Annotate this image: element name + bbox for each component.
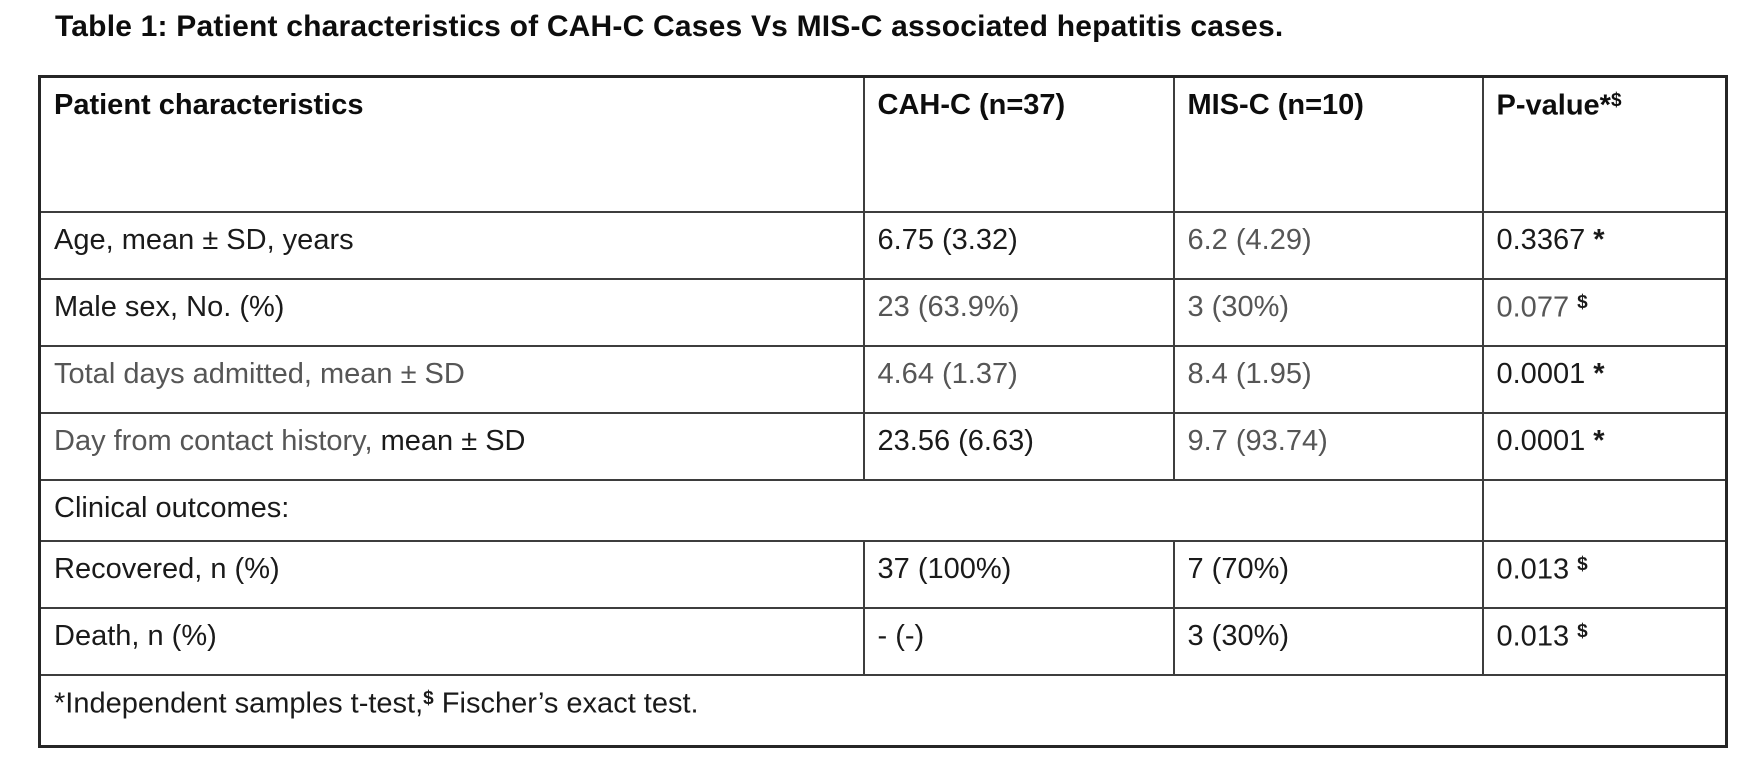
cell-text: $ bbox=[1577, 553, 1588, 575]
cell-text: 6.2 (4.29) bbox=[1187, 223, 1312, 256]
cell-text: P-value* bbox=[1496, 89, 1611, 122]
cell-text: 0.3367 bbox=[1496, 223, 1594, 256]
table-cell: 0.013 $ bbox=[1481, 606, 1728, 676]
cell-text: 9.7 (93.74) bbox=[1187, 424, 1328, 457]
cell-text: MIS-C (n=10) bbox=[1187, 89, 1364, 121]
table-cell: 7 (70%) bbox=[1172, 539, 1484, 609]
cell-text: Patient characteristics bbox=[54, 89, 364, 121]
table-cell: 0.077 $ bbox=[1481, 277, 1728, 347]
cell-text: *Independent samples t-test, bbox=[54, 687, 424, 720]
table-cell: - (-) bbox=[862, 606, 1175, 676]
table-cell: 23 (63.9%) bbox=[862, 277, 1175, 347]
table-cell: 9.7 (93.74) bbox=[1172, 411, 1484, 481]
cell-text: * bbox=[1593, 357, 1605, 390]
table-cell: Day from contact history, mean ± SD bbox=[38, 411, 865, 481]
table-row: Age, mean ± SD, years 6.75 (3.32) 6.2 (4.2… bbox=[38, 210, 1728, 280]
table-cell: Clinical outcomes: bbox=[38, 478, 1484, 542]
table-cell: 3 (30%) bbox=[1172, 277, 1484, 347]
table-cell: Male sex, No. (%) bbox=[38, 277, 865, 347]
cell-text: 3 (30%) bbox=[1187, 290, 1290, 323]
cell-text: 37 (100%) bbox=[877, 552, 1012, 585]
cell-text: * bbox=[1593, 223, 1605, 256]
cell-text: Day from contact history, bbox=[54, 424, 373, 457]
table-footnote-row: *Independent samples t-test,$ Fischer’s … bbox=[38, 673, 1728, 748]
table-row: Recovered, n (%) 37 (100%) 7 (70%) 0.013 $ bbox=[38, 539, 1728, 609]
column-header: MIS-C (n=10) bbox=[1172, 75, 1484, 213]
cell-text: Recovered, n (%) bbox=[54, 552, 280, 585]
patient-characteristics-table: Patient characteristics CAH-C (n=37) MIS-C… bbox=[38, 75, 1728, 748]
table-cell: Age, mean ± SD, years bbox=[38, 210, 865, 280]
table-cell: 0.0001 * bbox=[1481, 411, 1728, 481]
cell-text: - (-) bbox=[877, 619, 925, 652]
cell-text: $ bbox=[1577, 620, 1588, 642]
table-cell: Death, n (%) bbox=[38, 606, 865, 676]
cell-text: 23.56 (6.63) bbox=[877, 424, 1034, 457]
cell-text: Fischer’s exact test. bbox=[433, 687, 699, 720]
table-cell: Total days admitted, mean ± SD bbox=[38, 344, 865, 414]
table-cell: 0.0001 * bbox=[1481, 344, 1728, 414]
table-row: Male sex, No. (%) 23 (63.9%) 3 (30%) 0.077 … bbox=[38, 277, 1728, 347]
cell-text: 0.013 bbox=[1496, 620, 1578, 653]
table-cell: 37 (100%) bbox=[862, 539, 1175, 609]
table-section-row: Clinical outcomes: bbox=[38, 478, 1728, 542]
cell-text: * bbox=[1593, 424, 1605, 457]
table-cell: *Independent samples t-test,$ Fischer’s … bbox=[38, 673, 1728, 748]
cell-text: 0.077 bbox=[1496, 291, 1578, 324]
table-cell: 6.2 (4.29) bbox=[1172, 210, 1484, 280]
column-header: P-value*$ bbox=[1481, 75, 1728, 213]
table-row: Day from contact history, mean ± SD 23.56… bbox=[38, 411, 1728, 481]
column-header: CAH-C (n=37) bbox=[862, 75, 1175, 213]
cell-text: Male sex, No. (%) bbox=[54, 290, 285, 323]
table-cell: 4.64 (1.37) bbox=[862, 344, 1175, 414]
cell-text: $ bbox=[423, 687, 434, 709]
cell-text: 4.64 (1.37) bbox=[877, 357, 1018, 390]
table-caption: Table 1: Patient characteristics of CAH-… bbox=[55, 10, 1284, 43]
cell-text: Total days admitted, mean ± SD bbox=[54, 357, 465, 390]
cell-text: 6.75 (3.32) bbox=[877, 223, 1018, 256]
cell-text: 7 (70%) bbox=[1187, 552, 1290, 585]
table-cell: 3 (30%) bbox=[1172, 606, 1484, 676]
table-row: Total days admitted, mean ± SD 4.64 (1.37… bbox=[38, 344, 1728, 414]
table-cell: 23.56 (6.63) bbox=[862, 411, 1175, 481]
column-header: Patient characteristics bbox=[38, 75, 865, 213]
cell-text: mean ± SD bbox=[372, 424, 526, 457]
cell-text: Clinical outcomes: bbox=[54, 491, 290, 524]
cell-text: 3 (30%) bbox=[1187, 619, 1290, 652]
table-cell: 8.4 (1.95) bbox=[1172, 344, 1484, 414]
table-cell bbox=[1481, 478, 1728, 542]
cell-text: 0.013 bbox=[1496, 553, 1578, 586]
cell-text: Death, n (%) bbox=[54, 619, 217, 652]
table-cell: 0.013 $ bbox=[1481, 539, 1728, 609]
cell-text: $ bbox=[1610, 90, 1622, 111]
cell-text: 23 (63.9%) bbox=[877, 290, 1020, 323]
cell-text: 8.4 (1.95) bbox=[1187, 357, 1312, 390]
table-cell: 0.3367 * bbox=[1481, 210, 1728, 280]
table-cell: 6.75 (3.32) bbox=[862, 210, 1175, 280]
cell-text: CAH-C (n=37) bbox=[877, 89, 1066, 121]
cell-text: Age, mean ± SD, years bbox=[54, 223, 354, 256]
table-cell: Recovered, n (%) bbox=[38, 539, 865, 609]
cell-text: 0.0001 bbox=[1496, 424, 1594, 457]
cell-text: $ bbox=[1577, 291, 1588, 313]
table-header-row: Patient characteristics CAH-C (n=37) MIS-C… bbox=[38, 75, 1728, 213]
table-row: Death, n (%) - (-) 3 (30%) 0.013 $ bbox=[38, 606, 1728, 676]
cell-text: 0.0001 bbox=[1496, 357, 1594, 390]
